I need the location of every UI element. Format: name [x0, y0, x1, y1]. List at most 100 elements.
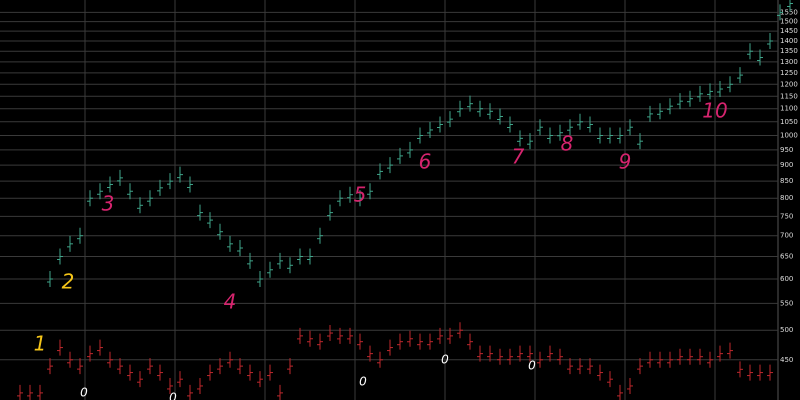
- ohlc-bar: [277, 384, 283, 400]
- ohlc-bar: [197, 204, 203, 221]
- ohlc-bar: [527, 345, 533, 362]
- ohlc-bar: [497, 348, 503, 365]
- annotation: 2: [62, 270, 75, 294]
- ohlc-bar: [677, 348, 683, 365]
- ohlc-bar: [547, 127, 553, 144]
- ohlc-bar: [717, 345, 723, 362]
- ohlc-bar: [177, 371, 183, 388]
- ohlc-bar: [557, 124, 563, 141]
- ohlc-bar: [77, 227, 83, 244]
- ohlc-bar: [687, 90, 693, 107]
- annotation: 10: [702, 99, 727, 123]
- ohlc-bar: [427, 121, 433, 138]
- ohlc-bar: [377, 163, 383, 180]
- y-tick-label: 750: [780, 212, 793, 220]
- annotation: 0: [169, 391, 177, 400]
- ohlc-bar: [567, 119, 573, 136]
- y-tick-label: 800: [780, 194, 793, 202]
- ohlc-bar: [207, 212, 213, 229]
- ohlc-bar: [487, 103, 493, 120]
- ohlc-bar: [667, 98, 673, 115]
- ohlc-bar: [667, 351, 673, 368]
- ohlc-bar: [687, 348, 693, 365]
- ohlc-bar: [407, 141, 413, 158]
- ohlc-bar: [697, 348, 703, 365]
- y-tick-label: 1400: [780, 37, 798, 45]
- annotation: 1: [34, 332, 47, 356]
- ohlc-bar: [147, 358, 153, 375]
- ohlc-bar: [417, 333, 423, 350]
- ohlc-bar: [517, 130, 523, 147]
- ohlc-bar: [377, 351, 383, 368]
- ohlc-bar: [357, 190, 363, 207]
- ohlc-bar: [167, 377, 173, 394]
- ohlc-bar: [747, 364, 753, 381]
- ohlc-bar: [527, 133, 533, 150]
- ohlc-bar: [777, 4, 783, 21]
- ohlc-bar: [257, 371, 263, 388]
- ohlc-bar: [727, 76, 733, 93]
- ohlc-bar: [347, 186, 353, 203]
- ohlc-bar: [537, 119, 543, 136]
- ohlc-bar: [697, 85, 703, 102]
- ohlc-bar: [97, 339, 103, 356]
- y-tick-label: 600: [780, 275, 793, 283]
- y-tick-label: 1550: [780, 8, 798, 16]
- y-tick-label: 900: [780, 161, 793, 169]
- ohlc-bar: [107, 351, 113, 368]
- ohlc-bar: [597, 127, 603, 144]
- ohlc-bar: [587, 116, 593, 133]
- ohlc-bar: [157, 364, 163, 381]
- ohlc-bar: [157, 179, 163, 196]
- ohlc-bar: [97, 183, 103, 200]
- y-tick-label: 700: [780, 232, 793, 240]
- ohlc-bar: [117, 358, 123, 375]
- ohlc-bar: [247, 364, 253, 381]
- ohlc-bar: [137, 371, 143, 388]
- ohlc-bar: [147, 190, 153, 207]
- ohlc-bar: [467, 333, 473, 350]
- ohlc-bar: [537, 351, 543, 368]
- ohlc-bar: [177, 166, 183, 183]
- ohlc-bar: [87, 345, 93, 362]
- ohlc-bar: [317, 227, 323, 244]
- ohlc-bar: [47, 358, 53, 375]
- ohlc-bar: [517, 345, 523, 362]
- y-tick-label: 1450: [780, 27, 798, 35]
- ohlc-bar: [187, 384, 193, 400]
- ohlc-bar: [747, 43, 753, 60]
- ohlc-bar: [437, 116, 443, 133]
- ohlc-bar: [17, 384, 23, 400]
- ohlc-bar: [647, 105, 653, 122]
- ohlc-bar: [457, 100, 463, 117]
- ohlc-bar: [337, 327, 343, 344]
- annotation: 0: [80, 386, 88, 400]
- y-tick-label: 1200: [780, 80, 798, 88]
- ohlc-bar: [167, 173, 173, 190]
- ohlc-bar: [557, 348, 563, 365]
- ohlc-bar: [127, 364, 133, 381]
- ohlc-bar: [327, 204, 333, 221]
- ohlc-bar: [407, 330, 413, 347]
- ohlc-bar: [427, 333, 433, 350]
- ohlc-bar: [787, 0, 793, 12]
- ohlc-bar: [287, 257, 293, 274]
- ohlc-bar: [707, 83, 713, 100]
- ohlc-bar: [397, 333, 403, 350]
- y-tick-label: 1350: [780, 47, 798, 55]
- ohlc-bar: [647, 351, 653, 368]
- ohlc-bar: [27, 384, 33, 400]
- ohlc-bar: [707, 351, 713, 368]
- ohlc-bar: [587, 358, 593, 375]
- ohlc-bar: [257, 270, 263, 287]
- ohlc-bar: [417, 127, 423, 144]
- annotation: 5: [354, 183, 367, 207]
- ohlc-bar: [57, 339, 63, 356]
- ohlc-bar: [637, 133, 643, 150]
- ohlc-bar: [737, 361, 743, 378]
- ohlc-bar: [337, 190, 343, 207]
- ohlc-bar: [737, 67, 743, 84]
- ohlc-bar: [627, 119, 633, 136]
- ohlc-bar: [77, 358, 83, 375]
